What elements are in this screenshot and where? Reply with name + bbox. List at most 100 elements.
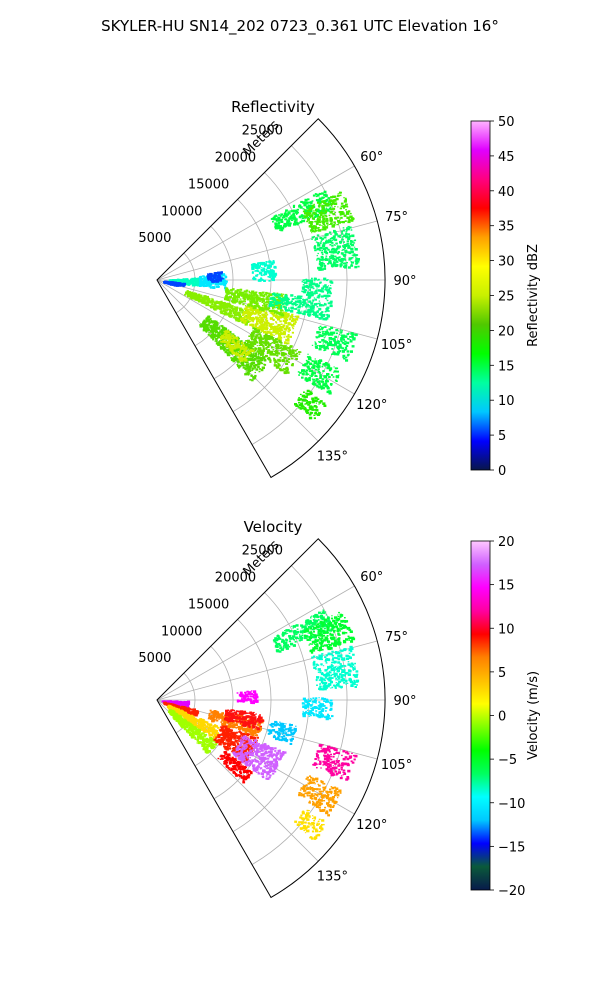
echo-gate xyxy=(265,268,268,271)
echo-gate xyxy=(313,292,316,295)
echo-gate xyxy=(248,369,252,372)
echo-gate xyxy=(224,276,228,279)
echo-gate xyxy=(333,195,337,198)
echo-gate xyxy=(293,210,297,213)
echo-gate xyxy=(220,272,223,275)
echo-gate xyxy=(237,292,241,295)
echo-gate xyxy=(279,332,282,334)
echo-gate xyxy=(336,245,339,247)
echo-gate xyxy=(341,213,344,215)
echo-gate xyxy=(265,325,267,327)
echo-gate xyxy=(251,348,254,350)
echo-gate xyxy=(255,308,259,312)
echo-gate xyxy=(163,700,165,703)
echo-gate xyxy=(288,327,291,329)
echo-gate xyxy=(215,324,218,327)
echo-gate xyxy=(269,336,273,339)
echo-gate xyxy=(323,333,327,336)
echo-gate xyxy=(188,712,192,715)
echo-gate xyxy=(336,216,340,219)
echo-gate xyxy=(269,353,273,356)
echo-gate xyxy=(228,343,231,346)
echo-gate xyxy=(213,275,216,278)
echo-gate xyxy=(337,220,341,223)
echo-gate xyxy=(347,237,350,241)
echo-gate xyxy=(343,262,347,265)
echo-gate xyxy=(260,351,265,354)
range-tick-label: 5000 xyxy=(138,231,171,246)
echo-gate xyxy=(259,328,263,331)
echo-gate xyxy=(320,193,322,195)
echo-gate xyxy=(274,314,277,317)
echo-gate xyxy=(349,257,353,260)
echo-gate xyxy=(270,277,273,279)
echo-gate xyxy=(277,305,281,308)
echo-gate xyxy=(302,304,305,307)
echo-gate xyxy=(319,400,323,403)
echo-gate xyxy=(341,230,343,233)
echo-gate xyxy=(318,307,322,311)
echo-gate xyxy=(332,376,335,378)
echo-gate xyxy=(298,304,301,306)
echo-gate xyxy=(298,204,301,206)
echo-gate xyxy=(198,297,201,300)
echo-gate xyxy=(325,240,328,243)
echo-gate xyxy=(242,366,246,369)
echo-gate xyxy=(276,224,280,227)
echo-gate xyxy=(241,314,243,316)
echo-gate xyxy=(238,366,241,369)
echo-gate xyxy=(187,292,191,296)
echo-gate xyxy=(312,378,315,381)
echo-gate xyxy=(287,223,291,227)
echo-gate xyxy=(273,337,275,339)
echo-gate xyxy=(319,236,322,239)
echo-gate xyxy=(217,341,221,345)
echo-gate xyxy=(233,342,236,345)
echo-gate xyxy=(267,299,270,301)
echo-gate xyxy=(340,262,343,264)
echo-gate xyxy=(333,333,335,335)
echo-gate xyxy=(169,281,173,284)
echo-gate xyxy=(168,279,172,282)
echo-gate xyxy=(294,296,296,298)
echo-gate xyxy=(259,354,262,356)
echo-gate xyxy=(238,355,241,357)
echo-gate xyxy=(273,327,275,329)
echo-gate xyxy=(322,317,326,321)
echo-gate xyxy=(317,266,321,270)
echo-gate xyxy=(336,252,340,255)
echo-gate xyxy=(314,411,318,414)
echo-gate xyxy=(303,281,305,284)
echo-gate xyxy=(271,342,274,344)
echo-gate xyxy=(269,309,273,313)
echo-gate xyxy=(284,296,289,300)
echo-gate xyxy=(291,318,295,321)
echo-gate xyxy=(277,293,281,296)
echo-gate xyxy=(341,233,344,235)
echo-gate xyxy=(219,347,224,350)
echo-gate xyxy=(336,256,339,260)
echo-gate xyxy=(290,300,293,303)
echo-gate xyxy=(315,379,318,382)
echo-gate xyxy=(202,284,206,287)
echo-gate xyxy=(304,218,306,220)
echo-gate xyxy=(314,220,316,223)
echo-gate xyxy=(290,353,293,356)
echo-gate xyxy=(321,287,324,290)
echo-gate xyxy=(181,284,184,286)
echo-gate xyxy=(347,228,350,231)
echo-gate xyxy=(302,202,305,204)
echo-gate xyxy=(329,258,332,260)
echo-gate xyxy=(256,302,259,305)
echo-gate xyxy=(312,299,315,302)
echo-gate xyxy=(221,279,224,282)
echo-gate xyxy=(257,352,261,355)
echo-gate xyxy=(281,349,283,351)
echo-gate xyxy=(188,280,191,283)
echo-gate xyxy=(305,411,308,413)
echo-gate xyxy=(315,199,319,202)
echo-gate xyxy=(305,402,308,404)
echo-gate xyxy=(264,301,267,304)
echo-gate xyxy=(327,374,330,376)
echo-gate xyxy=(350,260,352,262)
